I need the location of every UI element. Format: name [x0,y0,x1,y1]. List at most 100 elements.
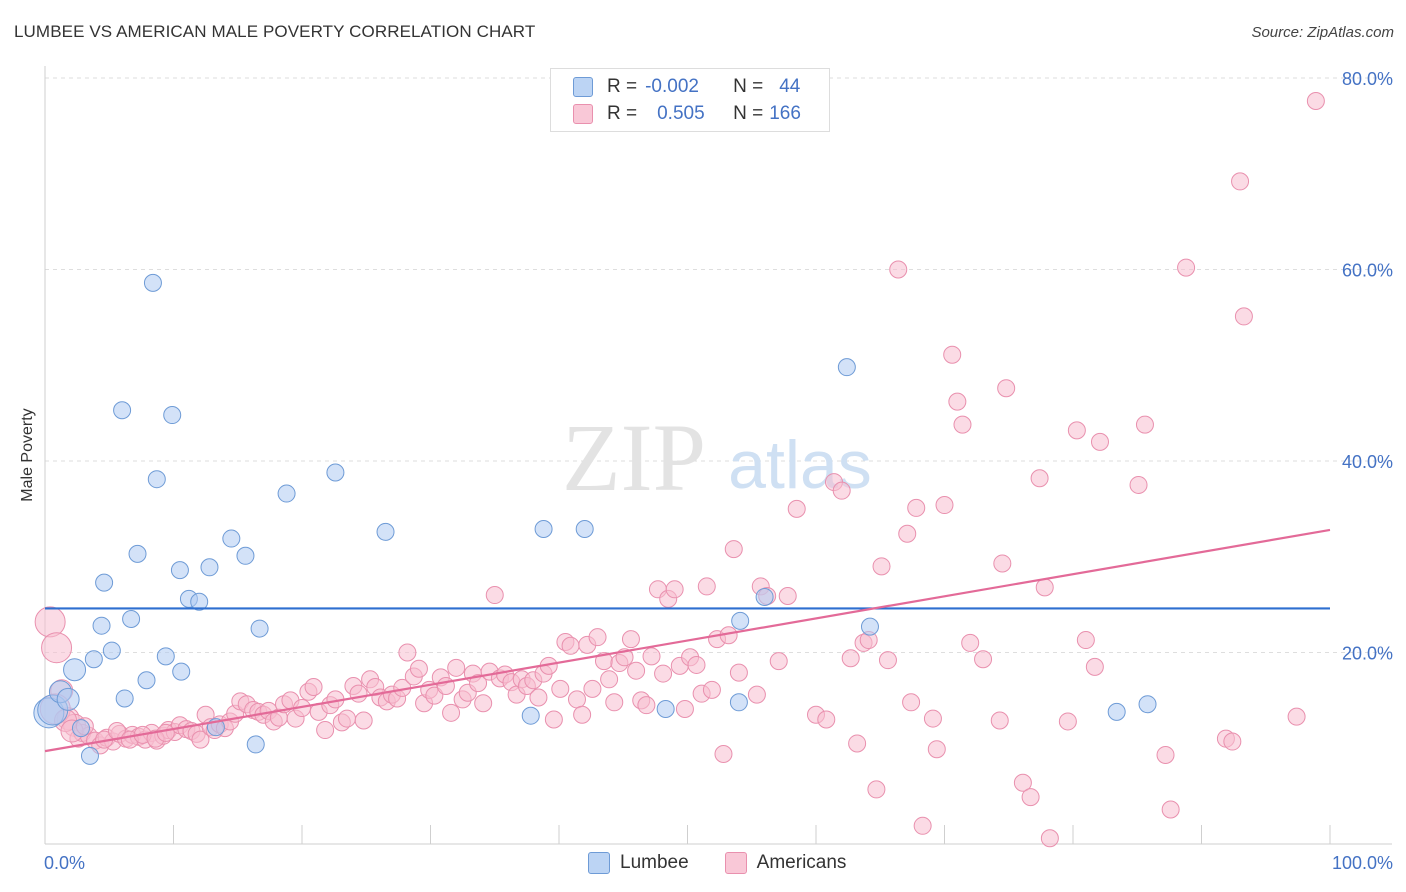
watermark-zip: ZIP [562,404,706,511]
lumbee-point [729,693,748,712]
americans-point [447,658,466,677]
chart-title: LUMBEE VS AMERICAN MALE POVERTY CORRELAT… [14,22,536,41]
lumbee-point [143,273,162,292]
americans-point [1013,773,1032,792]
americans-point [337,709,356,728]
y-tick-label: 60.0% [1342,261,1393,281]
lumbee-r-label: R = [607,76,638,97]
lumbee-point [172,662,191,681]
americans-point [697,577,716,596]
americans-point [990,711,1009,730]
y-tick-label: 20.0% [1342,644,1393,664]
americans-point [1085,657,1104,676]
lumbee-point [102,641,121,660]
legend-item-americans: Americans [724,852,846,874]
americans-point [600,670,619,689]
americans-point [902,693,921,712]
lumbee-legend-swatch [588,852,610,874]
americans-point [1076,631,1095,650]
lumbee-point [156,647,175,666]
lumbee-point [1138,695,1157,714]
axes [44,66,1392,845]
lumbee-point [71,719,90,738]
americans-point [724,540,743,559]
americans-point [642,647,661,666]
americans-point [583,679,602,698]
americans-point [961,633,980,652]
americans-point [1231,172,1250,191]
lumbee-n-label: N = [733,76,764,97]
lumbee-point [326,463,345,482]
americans-point [841,649,860,668]
lumbee-point [84,650,103,669]
americans-point [769,652,788,671]
lumbee-point [80,746,99,765]
americans-point [485,586,504,605]
americans-r-label: R = [607,103,638,124]
lumbee-point [860,617,879,636]
americans-point [953,415,972,434]
americans-point [469,674,488,693]
americans-point [974,650,993,669]
lumbee-legend-label: Lumbee [620,852,689,873]
americans-point [817,710,836,729]
americans-point [191,730,210,749]
y-tick-label: 80.0% [1342,69,1393,89]
lumbee-point [236,546,255,565]
americans-r-value: 0.505 [657,103,705,124]
lumbee-point [115,689,134,708]
americans-point [943,345,962,364]
americans-point [588,628,607,647]
americans-point [675,699,694,718]
americans-point [1040,829,1059,848]
americans-point [637,696,656,715]
lumbee-point [92,616,111,635]
americans-legend-swatch [724,852,747,874]
americans-point [714,744,733,763]
americans-point [1058,712,1077,731]
legend-item-lumbee: Lumbee [588,852,689,874]
lumbee-point [534,519,553,538]
americans-point [889,260,908,279]
lumbee-point [755,587,774,606]
americans-point [898,524,917,543]
lumbee-point [170,561,189,580]
americans-point [997,379,1016,398]
lumbee-point [56,687,80,711]
americans-point [778,587,797,606]
americans-point [442,703,461,722]
americans-point [1129,475,1148,494]
lumbee-point [190,592,209,611]
lumbee-point [1107,702,1126,721]
americans-point [621,630,640,649]
legend-row-americans: R = 0.505 N = 166 [573,102,801,126]
watermark: ZIP atlas [562,404,872,511]
lumbee-swatch [573,77,593,97]
lumbee-point [656,699,675,718]
lumbee-point [122,609,141,628]
lumbee-point [63,658,87,682]
americans-points [34,91,1325,848]
lumbee-n-value: 44 [779,76,801,97]
americans-point [1287,707,1306,726]
americans-point [605,693,624,712]
americans-point [1177,258,1196,277]
americans-point [474,694,493,713]
lumbee-point [128,544,147,563]
americans-point [561,636,580,655]
legend-row-lumbee: R = -0.002 N = 44 [573,75,800,99]
americans-n-label: N = [733,103,764,124]
americans-point [832,481,851,500]
americans-point [848,734,867,753]
americans-point [398,643,417,662]
americans-point [1234,307,1253,326]
lumbee-points [33,273,1157,765]
americans-point [316,721,335,740]
americans-point [1021,788,1040,807]
americans-point [1161,800,1180,819]
lumbee-point [200,558,219,577]
lumbee-point [521,706,540,725]
lumbee-point [113,401,132,420]
americans-point [34,606,66,638]
